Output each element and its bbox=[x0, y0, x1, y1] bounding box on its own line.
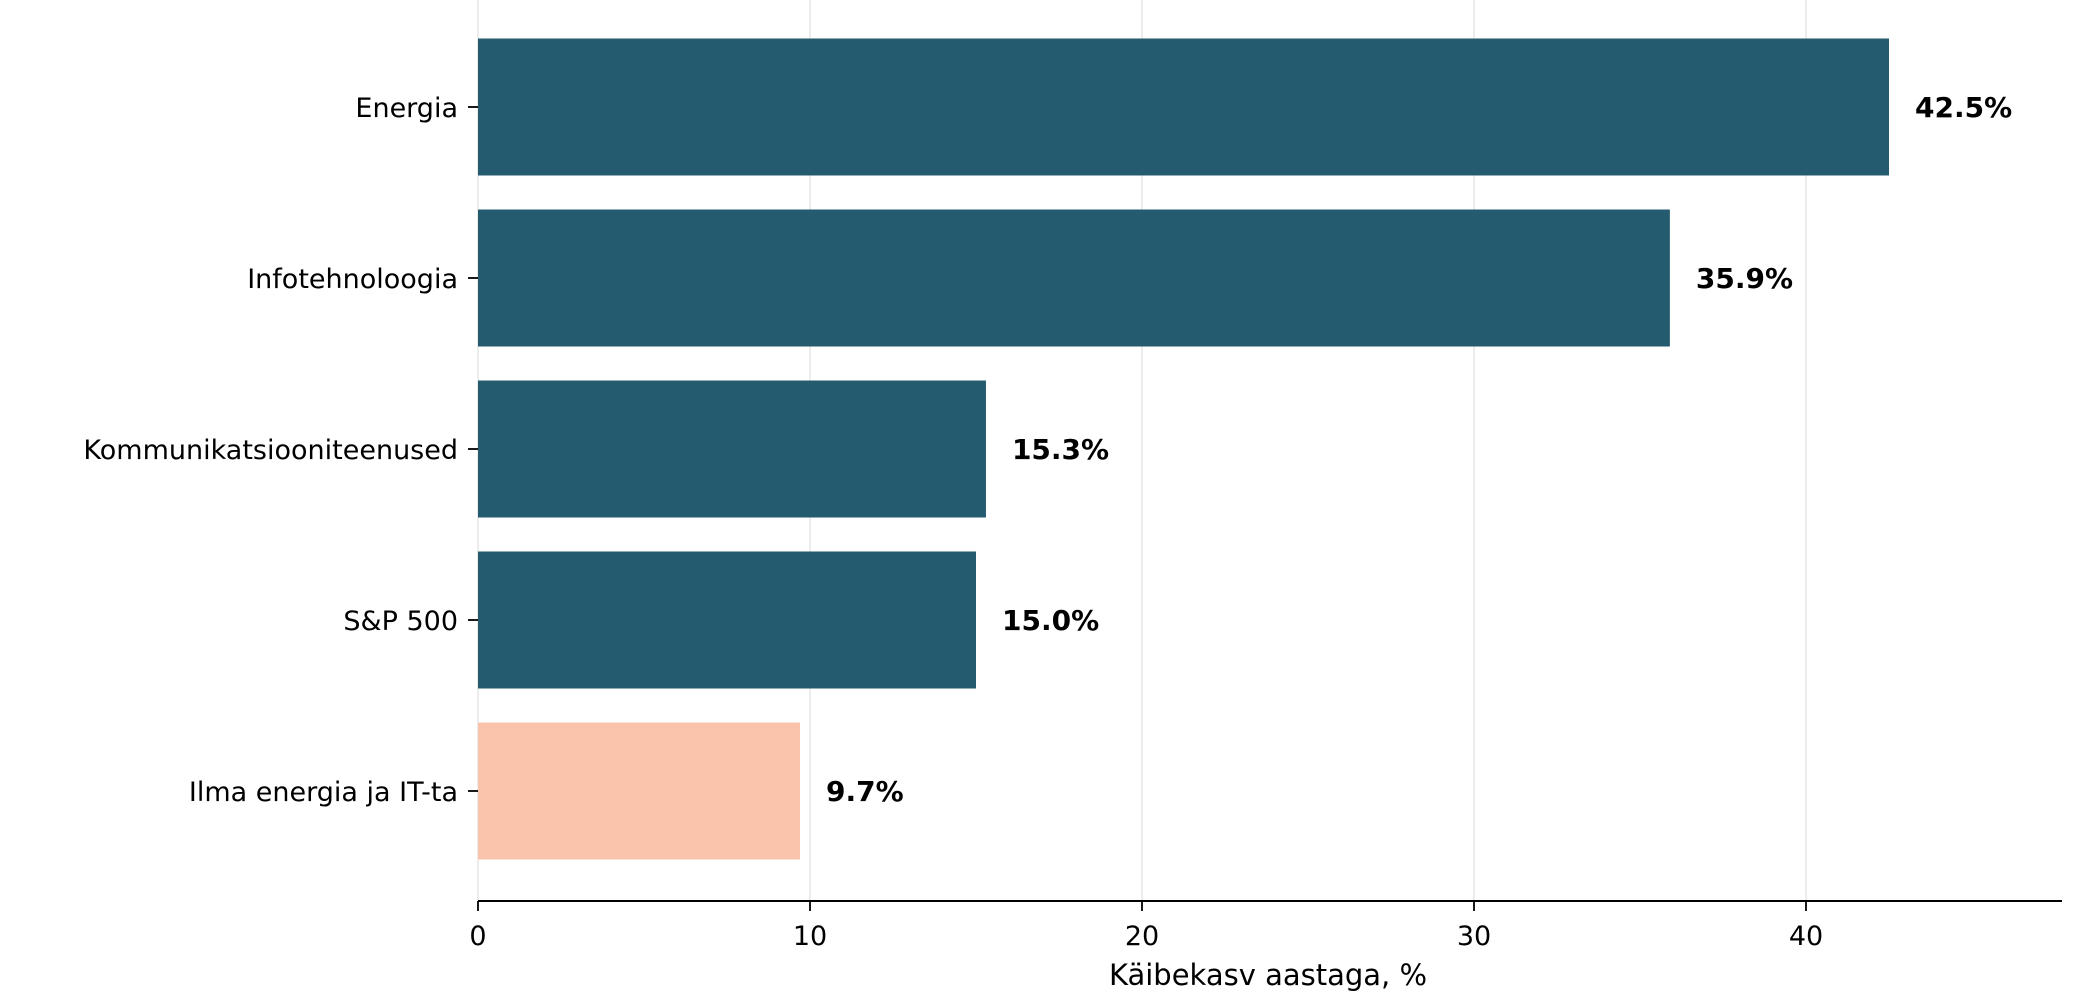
axes bbox=[468, 106, 2062, 911]
bar bbox=[478, 380, 986, 518]
x-tick-label: 10 bbox=[793, 921, 827, 952]
data-label: 35.9% bbox=[1696, 262, 1793, 295]
bar bbox=[478, 38, 1889, 176]
data-label: 9.7% bbox=[826, 775, 904, 808]
x-tick-label: 20 bbox=[1125, 921, 1159, 952]
labels: Energia 42.5% Infotehnoloogia 35.9% Kommunik… bbox=[83, 91, 2012, 952]
category-label: Kommunikatsiooniteenused bbox=[83, 435, 458, 466]
x-tick-label: 40 bbox=[1789, 921, 1823, 952]
bar bbox=[478, 722, 801, 860]
x-axis-title: Käibekasv aastaga, % bbox=[1109, 958, 1427, 992]
category-label: Energia bbox=[355, 93, 458, 124]
category-label: S&P 500 bbox=[343, 606, 458, 637]
bar bbox=[478, 209, 1670, 347]
category-label: Ilma energia ja IT-ta bbox=[189, 777, 458, 808]
category-label: Infotehnoloogia bbox=[247, 264, 458, 295]
x-tick-label: 30 bbox=[1457, 921, 1491, 952]
bar bbox=[478, 551, 976, 689]
bars bbox=[478, 38, 1889, 860]
data-label: 42.5% bbox=[1915, 91, 2012, 124]
x-tick-label: 0 bbox=[469, 921, 486, 952]
data-label: 15.0% bbox=[1002, 604, 1099, 637]
data-label: 15.3% bbox=[1012, 433, 1109, 466]
